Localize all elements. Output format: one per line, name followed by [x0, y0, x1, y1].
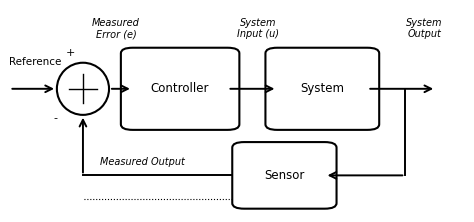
FancyBboxPatch shape [121, 48, 239, 130]
Text: System: System [301, 82, 344, 95]
FancyBboxPatch shape [232, 142, 337, 209]
Text: -: - [54, 113, 58, 123]
Ellipse shape [57, 63, 109, 115]
Text: Reference: Reference [9, 57, 62, 67]
Text: System
Output: System Output [406, 18, 443, 39]
Text: Measured
Error (e): Measured Error (e) [92, 18, 140, 39]
Text: Measured Output: Measured Output [100, 157, 185, 167]
FancyBboxPatch shape [265, 48, 379, 130]
Text: Controller: Controller [151, 82, 210, 95]
Text: +: + [65, 48, 75, 58]
Text: Sensor: Sensor [264, 169, 305, 182]
Text: System
Input (u): System Input (u) [237, 18, 279, 39]
